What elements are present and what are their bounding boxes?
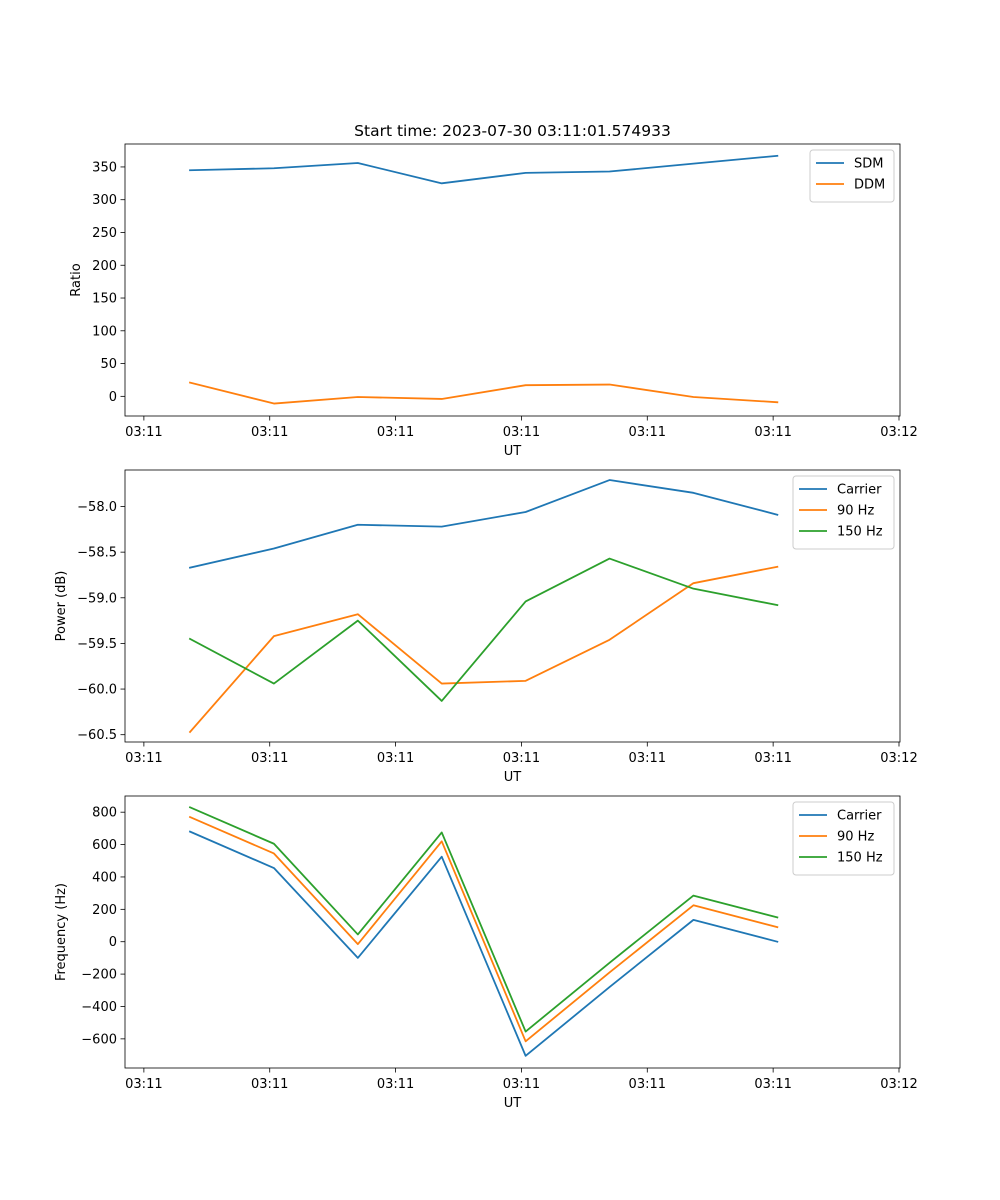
x-tick-label: 03:11 [125, 1077, 162, 1092]
x-tick-label: 03:11 [251, 1077, 288, 1092]
legend-label: SDM [854, 157, 883, 172]
x-axis-label: UT [504, 1096, 522, 1111]
y-tick-label: −60.5 [77, 728, 117, 743]
y-tick-label: −59.5 [77, 637, 117, 652]
y-tick-label: 300 [92, 193, 117, 208]
chart-panel-3: 03:11 03:11 03:11 03:11 03:11 03:11 03:12 −600 −… [54, 795, 918, 1111]
series-line-ddm [188, 381, 779, 405]
y-tick-label: 100 [92, 324, 117, 339]
axes-frame [124, 469, 901, 743]
legend-label: 150 Hz [837, 525, 883, 540]
series-line-150-hz [188, 557, 779, 702]
chart-panel-1: 03:11 03:11 03:11 03:11 03:11 03:11 03:12 0 50 10… [69, 122, 918, 459]
y-tick-label: 0 [109, 935, 117, 950]
x-tick-label: 03:11 [503, 751, 540, 766]
x-tick-label: 03:11 [503, 425, 540, 440]
y-axis-label: Frequency (Hz) [54, 883, 69, 981]
x-axis-label: UT [504, 770, 522, 785]
x-tick-label: 03:11 [377, 751, 414, 766]
y-tick-label: 200 [92, 903, 117, 918]
chart-title: Start time: 2023-07-30 03:11:01.574933 [354, 122, 671, 140]
y-tick-label: −400 [81, 1000, 117, 1015]
legend: Carrier 90 Hz 150 Hz [792, 475, 895, 550]
series-line-carrier [188, 830, 779, 1057]
series-line-90-hz [188, 565, 779, 734]
x-tick-label: 03:11 [377, 1077, 414, 1092]
x-tick-label: 03:11 [629, 751, 666, 766]
legend-label: 90 Hz [837, 504, 874, 519]
y-tick-label: 250 [92, 226, 117, 241]
chart-panel-2: 03:11 03:11 03:11 03:11 03:11 03:11 03:12 −60.5… [54, 469, 918, 785]
legend: SDM DDM [809, 149, 895, 203]
y-tick-label: 200 [92, 259, 117, 274]
y-tick-label: −58.5 [77, 546, 117, 561]
x-tick-label: 03:11 [754, 751, 791, 766]
y-tick-label: −600 [81, 1032, 117, 1047]
x-tick-label: 03:12 [880, 1077, 917, 1092]
x-tick-label: 03:11 [251, 751, 288, 766]
series-line-sdm [189, 154, 779, 185]
x-tick-label: 03:12 [880, 425, 917, 440]
y-tick-label: 400 [92, 870, 117, 885]
series-line-carrier [188, 479, 779, 569]
x-tick-label: 03:11 [125, 425, 162, 440]
x-tick-label: 03:11 [251, 425, 288, 440]
y-tick-label: −200 [81, 968, 117, 983]
legend: Carrier 90 Hz 150 Hz [792, 801, 895, 876]
axes-frame [124, 143, 901, 417]
y-tick-label: 600 [92, 838, 117, 853]
y-tick-label: 800 [92, 806, 117, 821]
y-tick-label: 350 [92, 160, 117, 175]
y-tick-label: 50 [100, 357, 117, 372]
y-axis-label: Power (dB) [54, 571, 69, 642]
x-tick-label: 03:12 [880, 751, 917, 766]
legend-label: Carrier [837, 483, 882, 498]
x-tick-label: 03:11 [503, 1077, 540, 1092]
legend-label: Carrier [837, 809, 882, 824]
y-tick-label: −58.0 [77, 500, 117, 515]
x-tick-label: 03:11 [754, 425, 791, 440]
y-tick-label: 150 [92, 292, 117, 307]
x-tick-label: 03:11 [377, 425, 414, 440]
y-tick-label: −59.0 [77, 591, 117, 606]
x-tick-label: 03:11 [125, 751, 162, 766]
x-tick-label: 03:11 [629, 1077, 666, 1092]
x-axis-label: UT [504, 444, 522, 459]
x-tick-label: 03:11 [629, 425, 666, 440]
series-line-150-hz [188, 806, 779, 1033]
y-tick-label: −60.0 [77, 683, 117, 698]
x-tick-label: 03:11 [754, 1077, 791, 1092]
legend-label: DDM [854, 178, 885, 193]
y-tick-label: 0 [109, 390, 117, 405]
legend-label: 90 Hz [837, 830, 874, 845]
y-axis-label: Ratio [69, 263, 84, 296]
series-line-90-hz [188, 815, 779, 1043]
legend-label: 150 Hz [837, 851, 883, 866]
axes-frame [124, 795, 901, 1069]
